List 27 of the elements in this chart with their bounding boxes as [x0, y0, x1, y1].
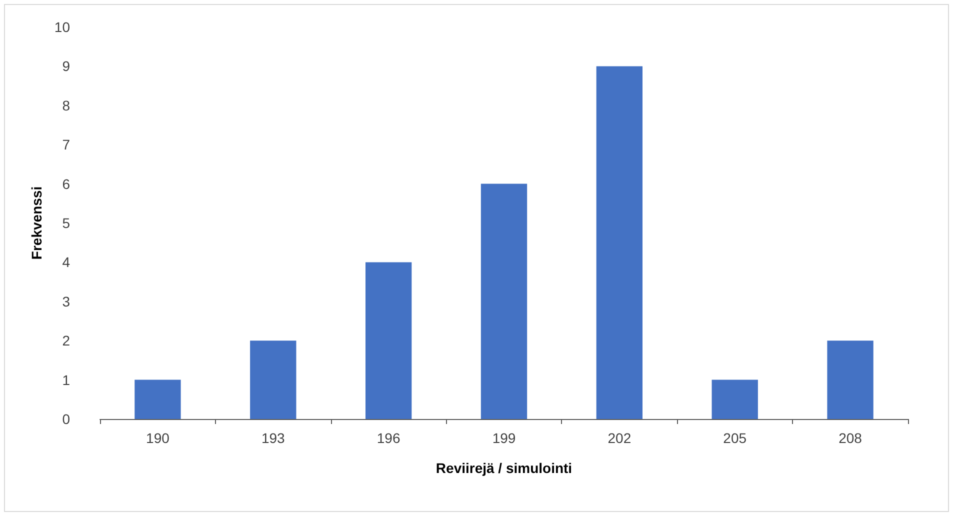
bar — [827, 340, 874, 419]
x-tick-label: 196 — [376, 430, 400, 446]
x-tick-label: 193 — [261, 430, 286, 446]
bar — [712, 380, 758, 419]
x-axis-title: Reviirejä / simulointi — [436, 460, 572, 476]
y-tick-label: 2 — [62, 332, 70, 349]
y-tick-label: 0 — [62, 411, 70, 427]
y-tick-label: 4 — [62, 254, 70, 270]
bar — [134, 380, 181, 419]
bar — [365, 262, 412, 419]
x-tick-label: 205 — [723, 430, 747, 446]
y-axis-title: Frekvenssi — [28, 186, 45, 260]
y-tick-label: 9 — [62, 58, 70, 74]
x-tick-label: 202 — [608, 430, 632, 446]
x-tick-label: 190 — [146, 430, 170, 446]
y-tick-label: 10 — [54, 19, 70, 35]
y-tick-label: 6 — [62, 176, 70, 192]
bar — [250, 340, 296, 419]
x-tick-label: 208 — [838, 430, 862, 446]
y-tick-label: 8 — [62, 97, 70, 114]
bar — [480, 184, 528, 419]
bar — [596, 66, 643, 419]
y-tick-label: 7 — [62, 136, 70, 153]
y-tick-label: 1 — [62, 372, 70, 388]
y-tick-label: 3 — [62, 293, 70, 310]
y-tick-label: 5 — [62, 215, 70, 231]
x-tick-label: 199 — [492, 430, 516, 446]
